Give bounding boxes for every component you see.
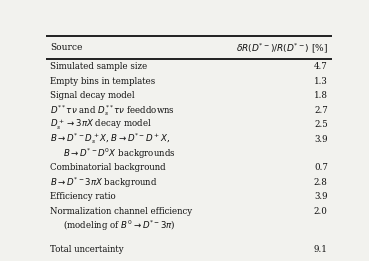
Text: $B \to D^{*-}D_s^+X$, $B \to D^{*-}D^+X$,: $B \to D^{*-}D_s^+X$, $B \to D^{*-}D^+X$…: [51, 132, 171, 146]
Text: Empty bins in templates: Empty bins in templates: [51, 77, 156, 86]
Text: 0.7: 0.7: [314, 163, 328, 173]
Text: Efficiency ratio: Efficiency ratio: [51, 192, 116, 201]
Text: 2.8: 2.8: [314, 178, 328, 187]
Text: 4.7: 4.7: [314, 62, 328, 71]
Text: $D^{**}\tau\nu$ and $D_s^{**}\tau\nu$ feeddowns: $D^{**}\tau\nu$ and $D_s^{**}\tau\nu$ fe…: [51, 103, 175, 117]
Text: $\delta R(D^{*-})/R(D^{*-})$ [%]: $\delta R(D^{*-})/R(D^{*-})$ [%]: [236, 41, 328, 55]
Text: Source: Source: [51, 43, 83, 52]
Text: Simulated sample size: Simulated sample size: [51, 62, 148, 71]
Text: 2.0: 2.0: [314, 207, 328, 216]
Text: Normalization channel efficiency: Normalization channel efficiency: [51, 207, 193, 216]
Text: (modeling of $B^0 \to D^{*-}3\pi$): (modeling of $B^0 \to D^{*-}3\pi$): [63, 219, 176, 233]
Text: 3.9: 3.9: [314, 134, 328, 144]
Text: 1.8: 1.8: [314, 91, 328, 100]
Text: $D_s^+ \to 3\pi X$ decay model: $D_s^+ \to 3\pi X$ decay model: [51, 117, 152, 132]
Text: Total uncertainty: Total uncertainty: [51, 245, 124, 254]
Text: $B \to D^{*-}3\pi X$ background: $B \to D^{*-}3\pi X$ background: [51, 175, 158, 190]
Text: Combinatorial background: Combinatorial background: [51, 163, 166, 173]
Text: 1.3: 1.3: [314, 77, 328, 86]
Text: $B \to D^{*-}D^0X$ backgrounds: $B \to D^{*-}D^0X$ backgrounds: [63, 146, 176, 161]
Text: 3.9: 3.9: [314, 192, 328, 201]
Text: 2.7: 2.7: [314, 106, 328, 115]
Text: 2.5: 2.5: [314, 120, 328, 129]
Text: Signal decay model: Signal decay model: [51, 91, 135, 100]
Text: 9.1: 9.1: [314, 245, 328, 254]
